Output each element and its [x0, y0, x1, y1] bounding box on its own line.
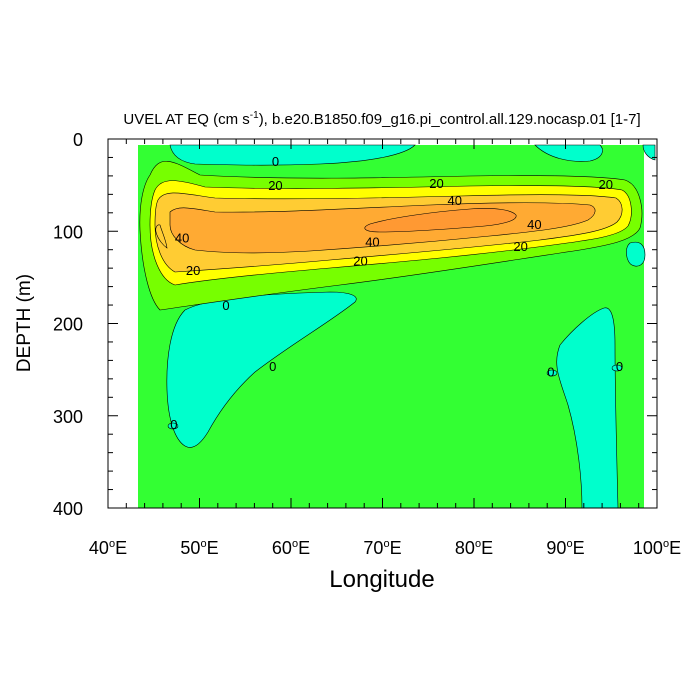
x-tick-label-num-1: 50: [180, 538, 200, 558]
x-tick-label-5: 90oE: [546, 538, 584, 558]
y-tick-label-0: 0: [73, 130, 83, 150]
x-tick-label-hem-4: E: [481, 538, 493, 558]
x-tick-label-num-5: 90: [546, 538, 566, 558]
x-tick-label-hem-1: E: [207, 538, 219, 558]
x-tick-label-hem-2: E: [298, 538, 310, 558]
region-neg-left-lobe: [166, 291, 357, 448]
region-50-plus: [364, 208, 517, 233]
contour-label-2: 20: [429, 176, 443, 191]
y-tick-label-4: 400: [53, 499, 83, 519]
x-tick-label-deg-6: o: [663, 538, 669, 550]
contour-label-11: 0: [222, 298, 229, 313]
region-neg-top-far-right: [642, 144, 656, 161]
region-neg-tiny-2: [611, 364, 623, 372]
x-tick-label-deg-2: o: [292, 538, 298, 550]
contour-label-0: 0: [272, 154, 279, 169]
contour-label-6: 40: [175, 231, 189, 246]
contour-label-15: 0: [170, 417, 177, 432]
y-axis-title: DEPTH (m): [14, 274, 35, 372]
region-nodata-right: [644, 236, 657, 508]
y-tick-label-2: 200: [53, 315, 83, 335]
x-tick-label-hem-6: E: [669, 538, 681, 558]
chart-title-exponent: -1: [250, 110, 259, 121]
contour-label-9: 20: [353, 254, 367, 269]
contour-label-3: 20: [599, 177, 613, 192]
minor-ticks: [108, 139, 657, 508]
y-tick-label-1: 100: [53, 222, 83, 242]
x-tick-label-hem-5: E: [573, 538, 585, 558]
region-neg-tiny-1: [546, 369, 558, 377]
contour-label-1: 20: [268, 178, 282, 193]
contour-label-7: 40: [365, 234, 379, 249]
chart-title-main: UVEL AT EQ (cm s: [123, 111, 249, 128]
x-tick-label-deg-5: o: [566, 538, 572, 550]
x-tick-label-hem-3: E: [390, 538, 402, 558]
x-tick-label-3: 70oE: [363, 538, 401, 558]
x-tick-label-hem-0: E: [115, 538, 127, 558]
x-tick-label-6: 100oE: [633, 538, 681, 558]
x-tick-label-deg-0: o: [109, 538, 115, 550]
x-tick-label-num-2: 60: [272, 538, 292, 558]
contour-label-12: 0: [269, 359, 276, 374]
x-tick-label-0: 40oE: [89, 538, 127, 558]
contour-label-13: 0: [547, 364, 554, 379]
x-axis-ticks: 40oE 50oE 60oE 70oE 80oE 90oE 100oE: [89, 139, 681, 558]
contour-label-5: 40: [527, 217, 541, 232]
region-nodata-right-top: [655, 145, 657, 237]
x-tick-label-num-0: 40: [89, 538, 109, 558]
chart-title-rest: ), b.e20.B1850.f09_g16.pi_control.all.12…: [259, 111, 641, 128]
region-left-pocket: [155, 224, 168, 249]
region-neg-tiny-3: [167, 422, 179, 430]
region-neg-right-lobe: [556, 307, 619, 508]
x-tick-label-2: 60oE: [272, 538, 310, 558]
contour-fill-layer: [138, 144, 657, 508]
region-neg-top-left: [169, 144, 416, 166]
x-tick-label-1: 50oE: [180, 538, 218, 558]
y-tick-label-3: 300: [53, 407, 83, 427]
region-neg-right-small: [626, 241, 646, 267]
contour-label-10: 20: [186, 263, 200, 278]
x-tick-label-4: 80oE: [455, 538, 493, 558]
x-tick-label-deg-1: o: [200, 538, 206, 550]
x-tick-label-deg-3: o: [383, 538, 389, 550]
region-neg-top-right: [534, 144, 603, 162]
contour-label-8: 20: [513, 239, 527, 254]
x-axis-title: Longitude: [329, 566, 434, 593]
x-tick-label-num-3: 70: [363, 538, 383, 558]
contour-label-4: 40: [448, 193, 462, 208]
contour-label-14: 0: [616, 359, 623, 374]
x-tick-label-deg-4: o: [475, 538, 481, 550]
chart-title: UVEL AT EQ (cm s-1), b.e20.B1850.f09_g16…: [123, 110, 640, 128]
x-tick-label-num-4: 80: [455, 538, 475, 558]
x-tick-label-num-6: 100: [633, 538, 663, 558]
